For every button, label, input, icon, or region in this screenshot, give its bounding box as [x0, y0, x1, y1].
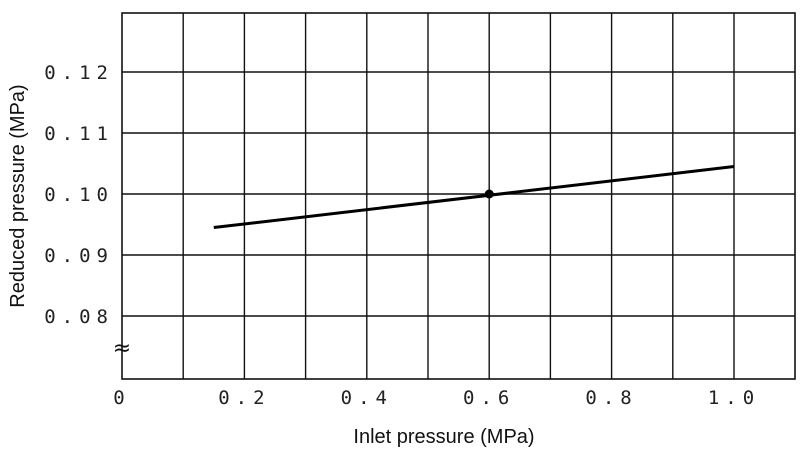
- y-tick-label: 0.08: [44, 306, 114, 328]
- plot-frame: [121, 12, 796, 380]
- series-line: [213, 165, 735, 230]
- x-tick-label: 0.4: [341, 387, 393, 409]
- data-point-marker: [484, 189, 494, 199]
- y-tick-label: 0.09: [44, 245, 114, 267]
- grid-layer: [122, 13, 795, 379]
- y-axis-label: Reduced pressure (MPa): [7, 84, 29, 307]
- x-tick-label: 0.2: [218, 387, 270, 409]
- x-axis-label: Inlet pressure (MPa): [353, 426, 534, 448]
- x-tick-label: 0.8: [585, 387, 637, 409]
- y-tick-label: 0.12: [44, 62, 114, 84]
- x-tick-label: 1.0: [708, 387, 760, 409]
- axis-break-symbol: ≈: [113, 336, 131, 361]
- y-tick-label: 0.11: [44, 123, 114, 145]
- tick-layer: 0 0.2 0.4 0.6 0.8 1.0 0.08 0.09 0.10 0.11 0.12: [44, 62, 760, 409]
- x-tick-label: 0.6: [463, 387, 515, 409]
- x-tick-label: 0: [113, 387, 130, 409]
- series-layer: [213, 165, 735, 230]
- y-tick-label: 0.10: [44, 184, 114, 206]
